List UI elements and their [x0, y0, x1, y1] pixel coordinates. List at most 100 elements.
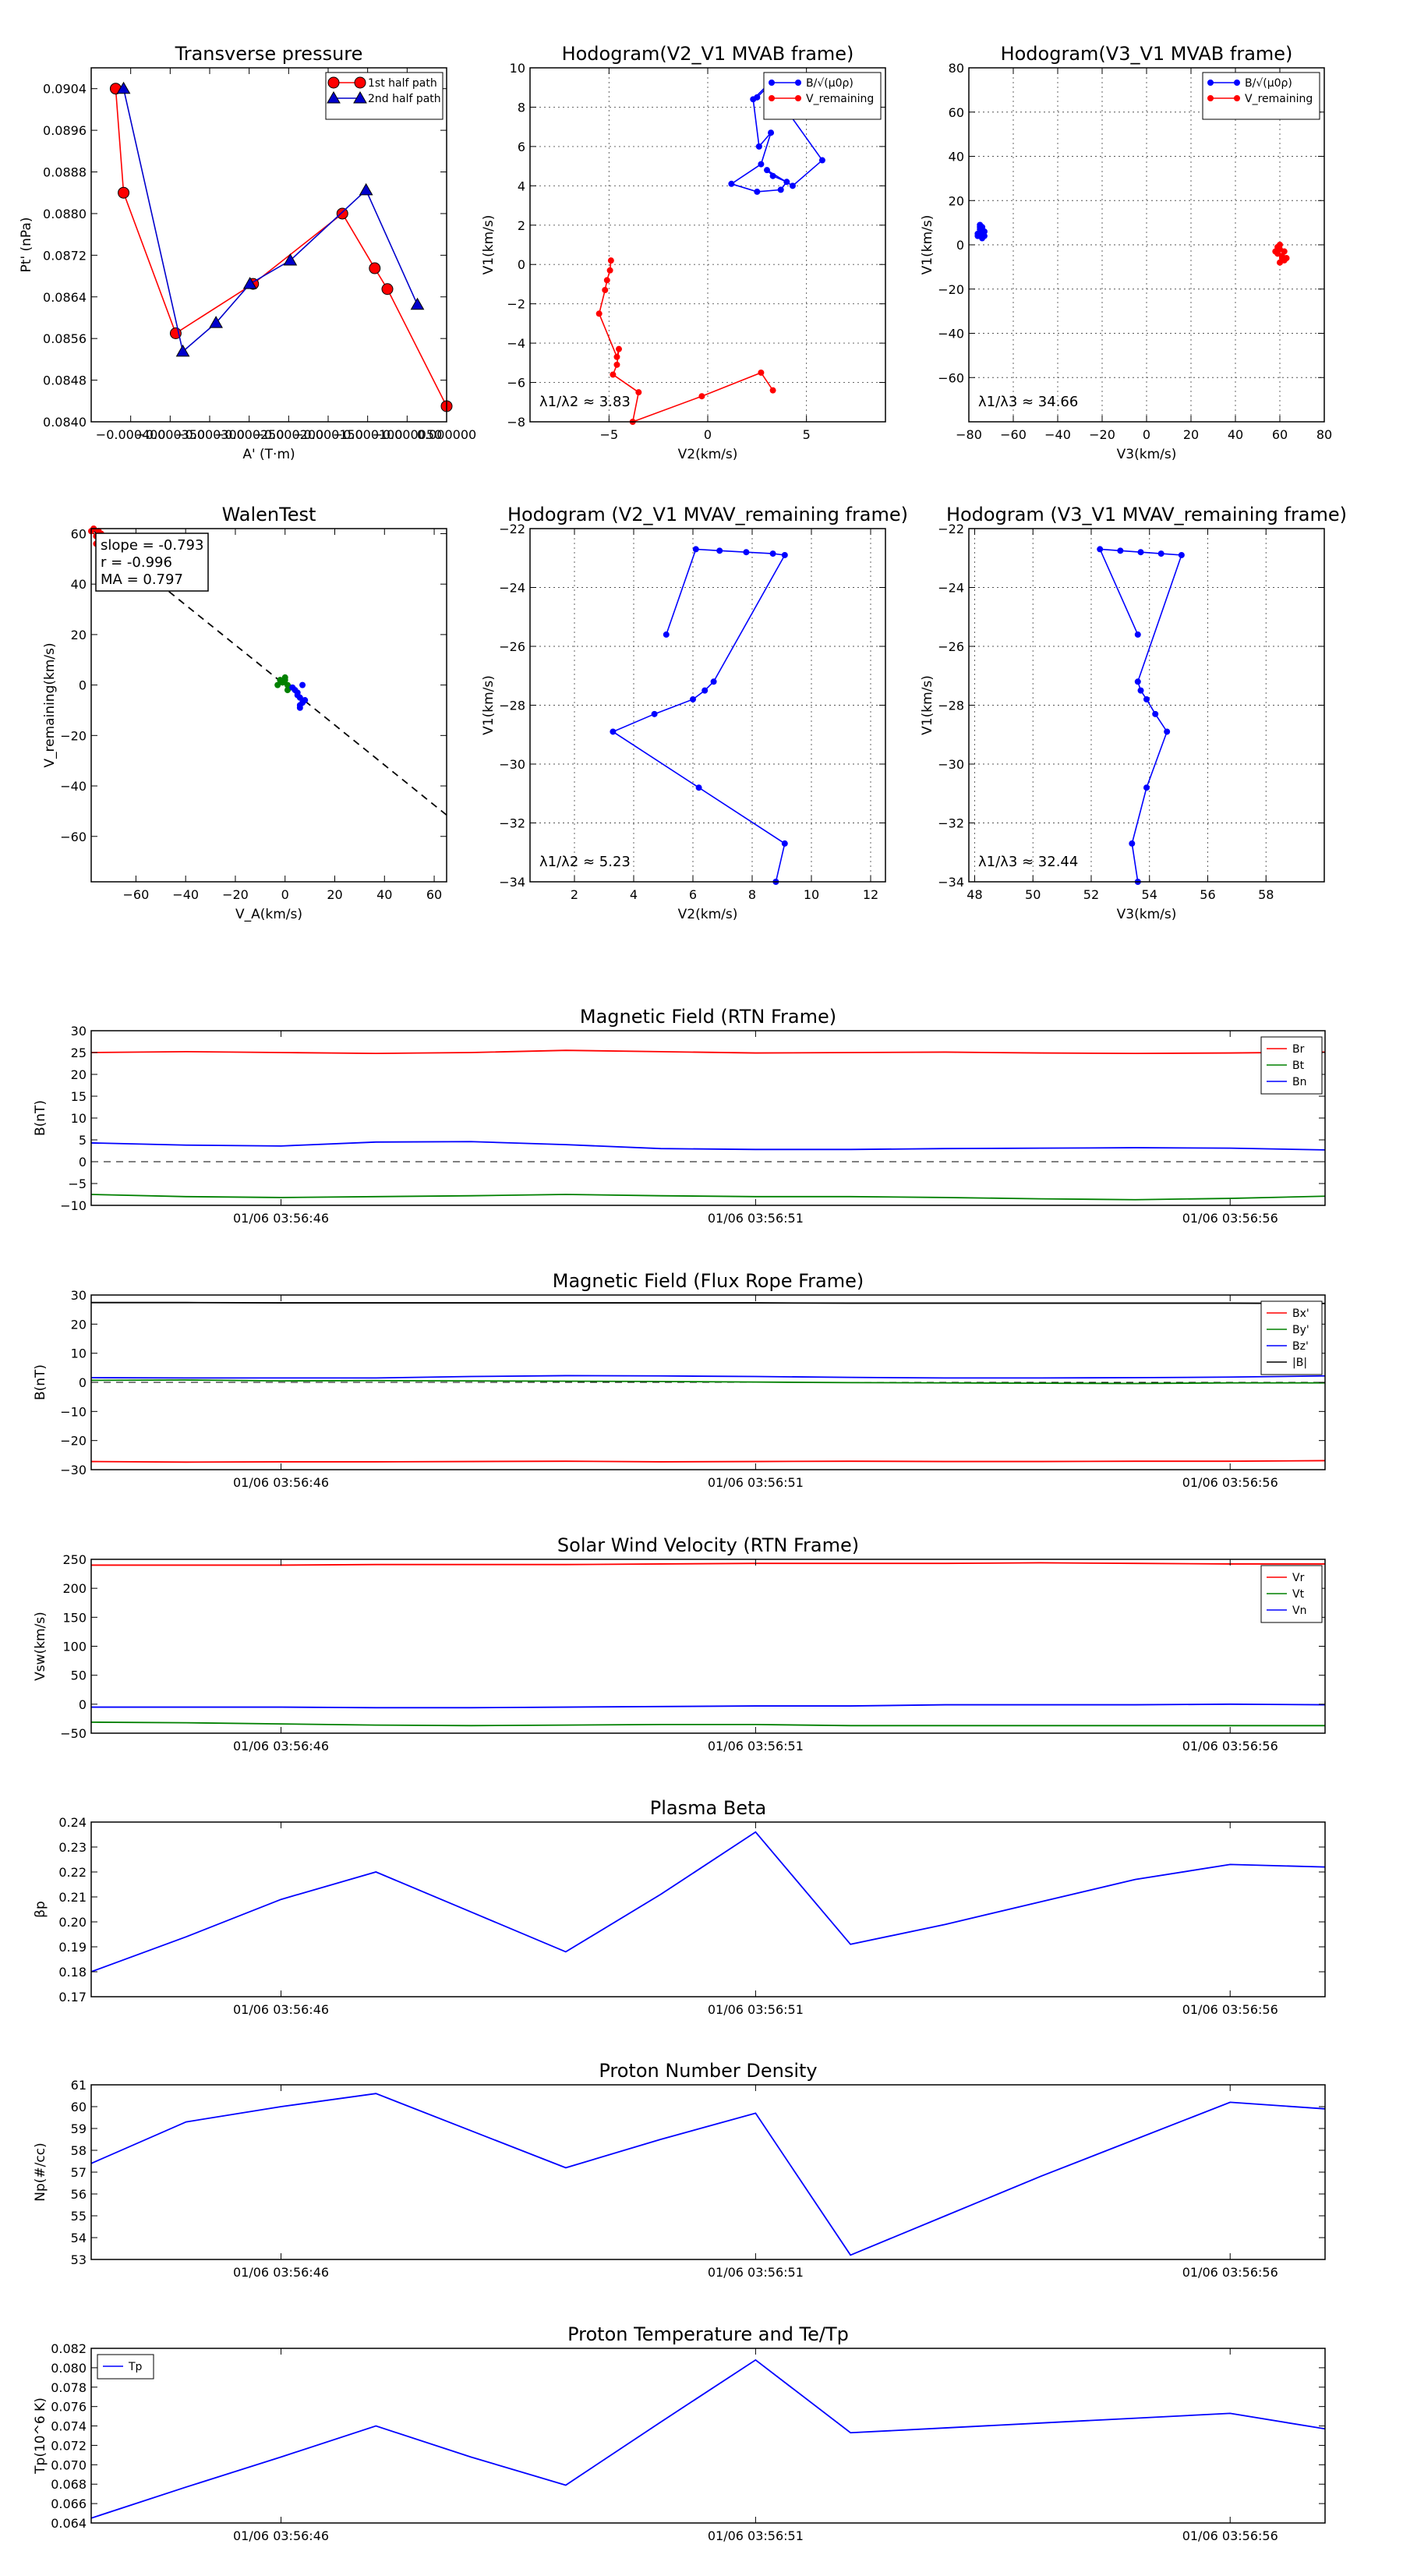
data-point	[1134, 678, 1141, 685]
plot-frame	[529, 67, 886, 423]
data-point	[781, 551, 788, 558]
y-tick-label: −30	[938, 757, 964, 772]
y-axis-label: Np(#/cc)	[33, 2143, 48, 2201]
data-point	[616, 345, 622, 352]
data-point	[274, 681, 281, 688]
y-tick-label: −22	[938, 522, 964, 536]
y-tick-label: −20	[60, 728, 87, 743]
x-tick-label: 01/06 03:56:51	[708, 2265, 804, 2280]
data-point	[758, 161, 765, 168]
stats-line: r = -0.996	[101, 554, 172, 571]
y-tick-label: 57	[71, 2165, 87, 2180]
x-tick-label: 01/06 03:56:56	[1182, 1475, 1278, 1490]
y-tick-label: −10	[60, 1404, 87, 1419]
chart-hodo_v2v1_mvab: −5 0 5 −8 −6 −4 −2 0 2 4 6 8 10 Hodogram(V2_V1 MVAB f…	[481, 43, 886, 462]
y-tick-label: 0.0864	[43, 290, 87, 305]
data-point	[1137, 687, 1144, 694]
plot-frame	[90, 528, 447, 883]
y-tick-label: 25	[71, 1046, 87, 1060]
series-line-Bx'	[91, 1460, 1325, 1463]
legend-label: B/√(μ0ρ)	[1245, 77, 1292, 90]
plot-frame	[529, 528, 886, 883]
y-tick-label: −4	[507, 336, 525, 351]
chart-hodo_v3v1_mvav: 48 50 52 54 56 58 −34 −32 −30 −28 −26 −24 −22Hodogra…	[920, 504, 1347, 922]
legend-marker	[769, 95, 775, 101]
ratio-annotation: λ1/λ2 ≈ 3.83	[539, 394, 631, 410]
y-tick-label: 0.0896	[43, 123, 87, 138]
x-tick-label: 01/06 03:56:46	[233, 2265, 329, 2280]
x-tick-label: 01/06 03:56:56	[1182, 2528, 1278, 2543]
legend-label: 1st half path	[368, 77, 437, 90]
chart-title: WalenTest	[222, 504, 316, 525]
data-point	[607, 257, 614, 264]
x-tick-label: 01/06 03:56:51	[708, 1475, 804, 1490]
chart-title: Solar Wind Velocity (RTN Frame)	[557, 1534, 859, 1556]
series-line-Br	[91, 1049, 1325, 1055]
data-point	[728, 180, 735, 187]
y-tick-label: −6	[507, 376, 525, 391]
data-point	[769, 550, 776, 557]
chart-title: Magnetic Field (Flux Rope Frame)	[553, 1270, 864, 1292]
y-tick-label: 0.0888	[43, 165, 87, 180]
data-point	[1178, 551, 1185, 558]
y-tick-label: 4	[518, 179, 525, 193]
y-tick-label: 0.066	[51, 2496, 87, 2511]
data-point	[769, 387, 776, 394]
data-point	[175, 344, 190, 357]
series-line-By'	[91, 1379, 1325, 1385]
data-point	[302, 697, 309, 704]
chart-title: Proton Temperature and Te/Tp	[567, 2323, 849, 2345]
x-tick-label: 60	[426, 887, 442, 902]
y-tick-label: 20	[71, 1067, 87, 1082]
x-tick-label: −0.000300	[175, 427, 245, 442]
chart-walen: −60 −40 −20 0 20 40 60 −60 −40 −20 0 20 40 60 WalenTes…	[42, 504, 447, 922]
y-tick-label: 0.23	[58, 1840, 87, 1855]
x-axis-label: V_A(km/s)	[235, 907, 302, 922]
data-point	[743, 549, 750, 556]
y-tick-label: 0.21	[58, 1890, 87, 1905]
data-point	[818, 157, 825, 164]
x-tick-label: 4	[630, 887, 638, 902]
y-tick-label: 0.0848	[43, 373, 87, 388]
data-point	[359, 182, 373, 196]
data-point	[118, 186, 130, 199]
x-tick-label: −0.000050	[372, 427, 442, 442]
data-point	[758, 369, 765, 376]
y-tick-label: 0.24	[58, 1815, 87, 1830]
y-tick-label: 60	[71, 526, 87, 541]
plot-frame	[90, 2084, 1326, 2260]
y-tick-label: −2	[507, 297, 525, 312]
series-line-beta	[91, 1831, 1325, 1973]
data-point	[750, 96, 757, 103]
y-axis-label: V1(km/s)	[920, 215, 935, 275]
data-point	[610, 371, 617, 378]
y-tick-label: 0.17	[58, 1990, 87, 2005]
y-tick-label: 100	[62, 1640, 87, 1654]
x-tick-label: 01/06 03:56:46	[233, 2528, 329, 2543]
y-tick-label: 54	[71, 2231, 87, 2245]
x-tick-label: 2	[571, 887, 578, 902]
x-tick-label: −40	[172, 887, 199, 902]
data-point	[1117, 547, 1124, 554]
x-tick-label: 01/06 03:56:46	[233, 1739, 329, 1753]
data-point	[690, 695, 696, 702]
legend-label: Br	[1292, 1043, 1305, 1056]
data-point	[789, 182, 796, 189]
x-tick-label: 0.000000	[417, 427, 476, 442]
data-point	[1134, 631, 1141, 638]
x-tick-label: −60	[1000, 427, 1027, 442]
y-tick-label: −40	[938, 327, 964, 341]
ratio-annotation: λ1/λ3 ≈ 32.44	[978, 854, 1078, 870]
data-point	[692, 546, 699, 553]
y-tick-label: 150	[62, 1610, 87, 1625]
y-tick-label: −32	[938, 816, 964, 831]
x-tick-label: 01/06 03:56:46	[233, 1475, 329, 1490]
y-tick-label: 0	[79, 1155, 87, 1169]
y-tick-label: −34	[499, 875, 525, 890]
y-tick-label: 15	[71, 1089, 87, 1104]
data-point	[284, 687, 291, 694]
y-tick-label: 53	[71, 2252, 87, 2267]
x-tick-label: 8	[748, 887, 756, 902]
legend: Bx' By' Bz' |B|	[1260, 1300, 1323, 1375]
